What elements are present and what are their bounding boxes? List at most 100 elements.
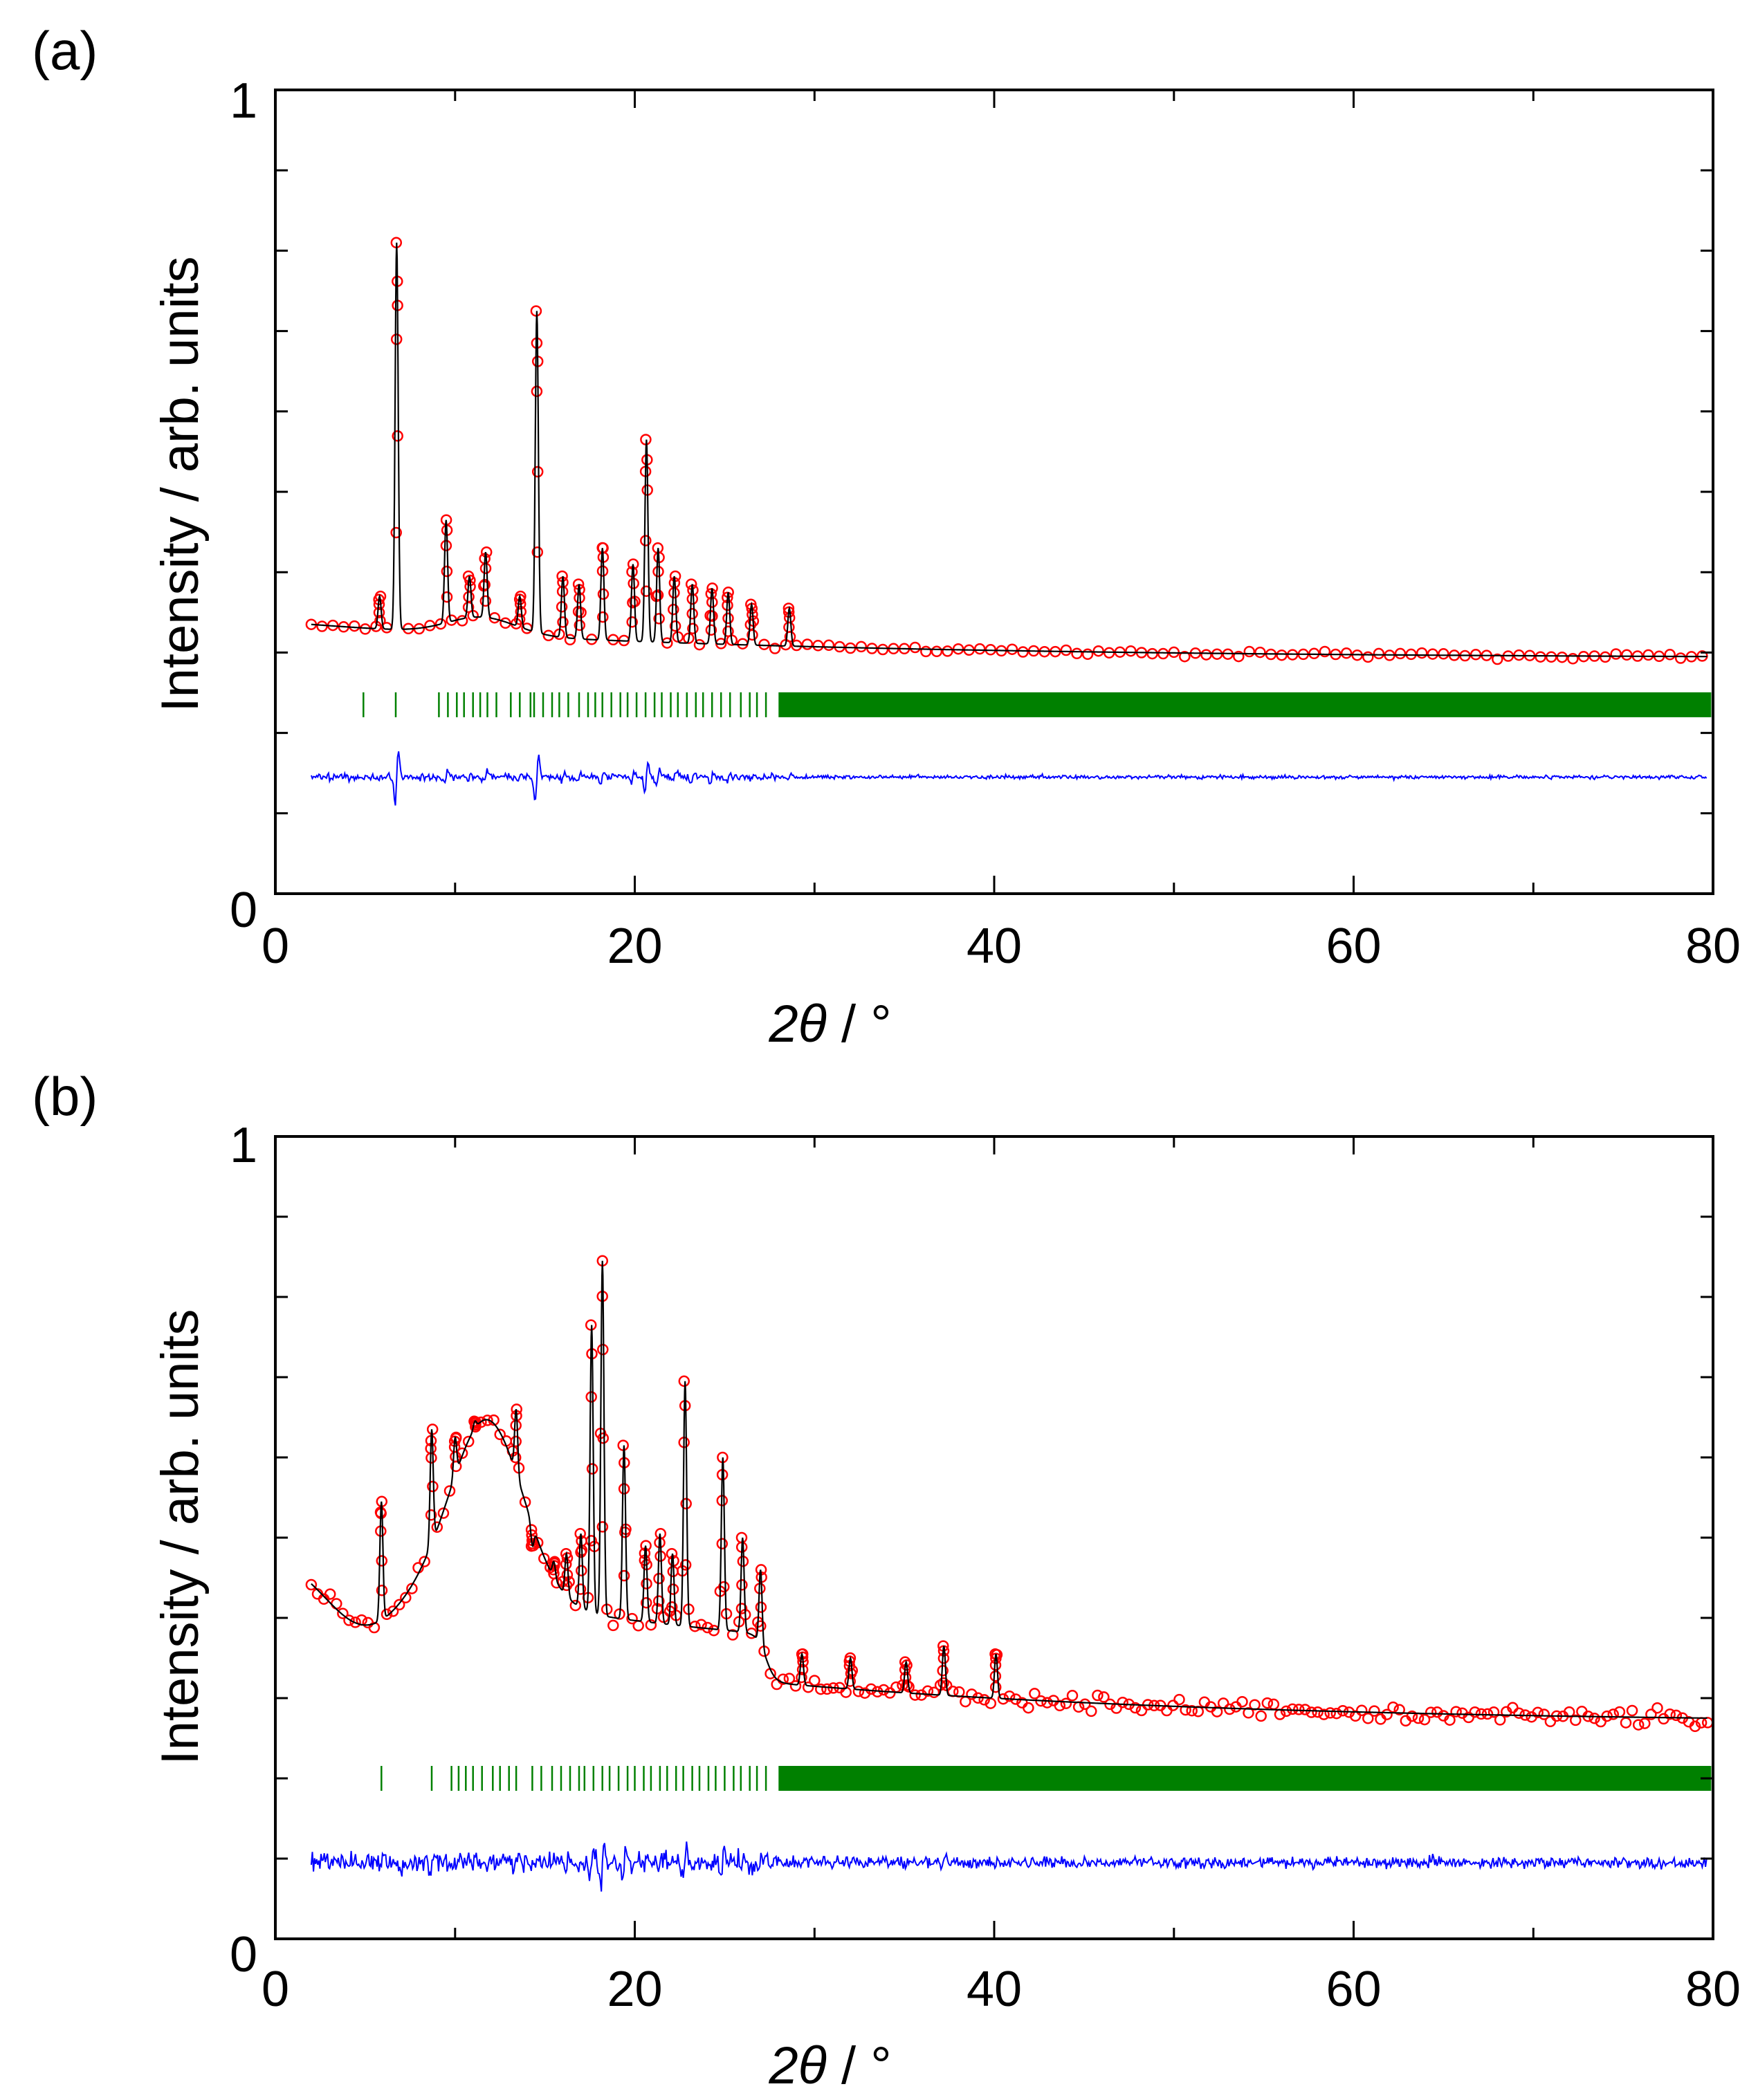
observed-point: [626, 1612, 638, 1625]
observed-point: [931, 645, 943, 658]
tick-marks: [274, 89, 1714, 895]
observed-point: [1626, 1704, 1638, 1717]
observed-point: [392, 430, 403, 442]
observed-point: [718, 1581, 730, 1593]
observed-point: [1066, 1690, 1079, 1702]
observed-point: [1340, 647, 1353, 659]
observed-point: [1670, 1709, 1683, 1722]
observed-point: [324, 1588, 336, 1600]
observed-point: [736, 1579, 748, 1591]
observed-point: [596, 1521, 609, 1533]
observed-point: [695, 1619, 707, 1631]
observed-point: [1556, 651, 1568, 663]
observed-point: [1535, 651, 1546, 663]
observed-point: [456, 615, 468, 627]
observed-point: [653, 1595, 665, 1607]
observed-point: [755, 1620, 767, 1632]
observed-point: [510, 1435, 522, 1448]
observed-point: [920, 645, 932, 658]
bragg-tick-band: [778, 1766, 1712, 1791]
observed-point: [1041, 1697, 1053, 1708]
observed-point: [823, 639, 835, 652]
observed-point: [614, 1608, 625, 1620]
observed-point: [479, 595, 492, 607]
observed-point: [607, 1619, 619, 1632]
observed-point: [640, 1596, 652, 1609]
observed-point: [316, 620, 328, 632]
observed-point: [1362, 1713, 1374, 1724]
bragg-ticks: [363, 692, 767, 717]
observed-point: [815, 1683, 827, 1695]
observed-point: [419, 1556, 430, 1567]
observed-point: [1532, 1706, 1544, 1719]
observed-point: [618, 1483, 630, 1495]
observed-point: [1060, 1697, 1072, 1709]
observed-point: [852, 1686, 865, 1697]
observed-point: [1117, 1696, 1128, 1708]
x-tick-label: 0: [262, 1962, 289, 2017]
observed-point: [1450, 1706, 1462, 1717]
observed-point: [1092, 645, 1104, 657]
observed-point: [1651, 1702, 1663, 1714]
y-axis-title: Intensity / arb. units: [151, 257, 210, 712]
observed-point: [1060, 644, 1072, 656]
x-axis-variable: 2θ: [768, 2036, 827, 2095]
observed-point: [1621, 649, 1633, 661]
observed-point: [1639, 1717, 1651, 1729]
observed-point: [1286, 1703, 1299, 1715]
observed-point: [374, 615, 386, 627]
observed-point: [434, 618, 447, 630]
x-tick-label: 60: [1326, 1962, 1381, 2017]
observed-point: [349, 620, 360, 632]
observed-point: [735, 1603, 748, 1614]
observed-point: [1255, 1710, 1267, 1722]
observed-point: [1355, 1704, 1368, 1717]
observed-point: [666, 1601, 678, 1613]
panel-label: (b): [32, 1066, 98, 1127]
observed-point: [1324, 1707, 1336, 1719]
observed-point: [1469, 1706, 1481, 1718]
observed-point: [387, 1605, 399, 1617]
observed-point: [1588, 1712, 1600, 1724]
x-tick-label: 60: [1326, 919, 1381, 974]
observed-point: [809, 1675, 821, 1686]
observed-point: [758, 638, 770, 650]
observed-point: [462, 1435, 475, 1448]
observed-point: [909, 641, 921, 654]
observed-point: [1418, 1713, 1431, 1726]
observed-point: [942, 645, 953, 657]
panel-b: (b) 0 20 40 60 80 0 1 2θ / ° Intensity /…: [32, 1066, 1741, 2095]
observed-point: [801, 638, 814, 650]
observed-point: [1254, 646, 1266, 658]
observed-point: [1312, 1706, 1324, 1718]
observed-point: [1306, 1706, 1317, 1718]
y-tick-label: 1: [230, 73, 257, 129]
observed-point: [1645, 1708, 1657, 1720]
observed-point: [443, 1485, 456, 1497]
plot-area: [274, 1135, 1714, 1940]
observed-point: [990, 1652, 1002, 1664]
x-axis-title: 2θ / °: [768, 2036, 891, 2095]
observed-point: [1469, 649, 1482, 661]
observed-point: [687, 623, 699, 634]
observed-point: [1029, 1688, 1041, 1700]
observed-point: [989, 1681, 1002, 1693]
observed-point: [1674, 652, 1687, 664]
observed-point: [1567, 653, 1579, 665]
observed-point: [1079, 1698, 1091, 1711]
observed-point: [441, 591, 453, 603]
observed-point: [597, 611, 609, 623]
observed-point: [901, 1679, 913, 1691]
observed-point: [802, 1682, 814, 1693]
observed-point: [1545, 651, 1557, 663]
observed-point: [1243, 645, 1256, 658]
observed-point: [1632, 1719, 1645, 1731]
observed-point: [1373, 647, 1385, 660]
observed-point: [596, 565, 609, 577]
observed-point: [513, 614, 526, 625]
observed-point: [652, 589, 664, 601]
observed-point: [1438, 648, 1449, 660]
observed-point: [373, 607, 385, 618]
observed-point: [989, 1670, 1002, 1682]
x-tick-label: 80: [1685, 919, 1741, 974]
